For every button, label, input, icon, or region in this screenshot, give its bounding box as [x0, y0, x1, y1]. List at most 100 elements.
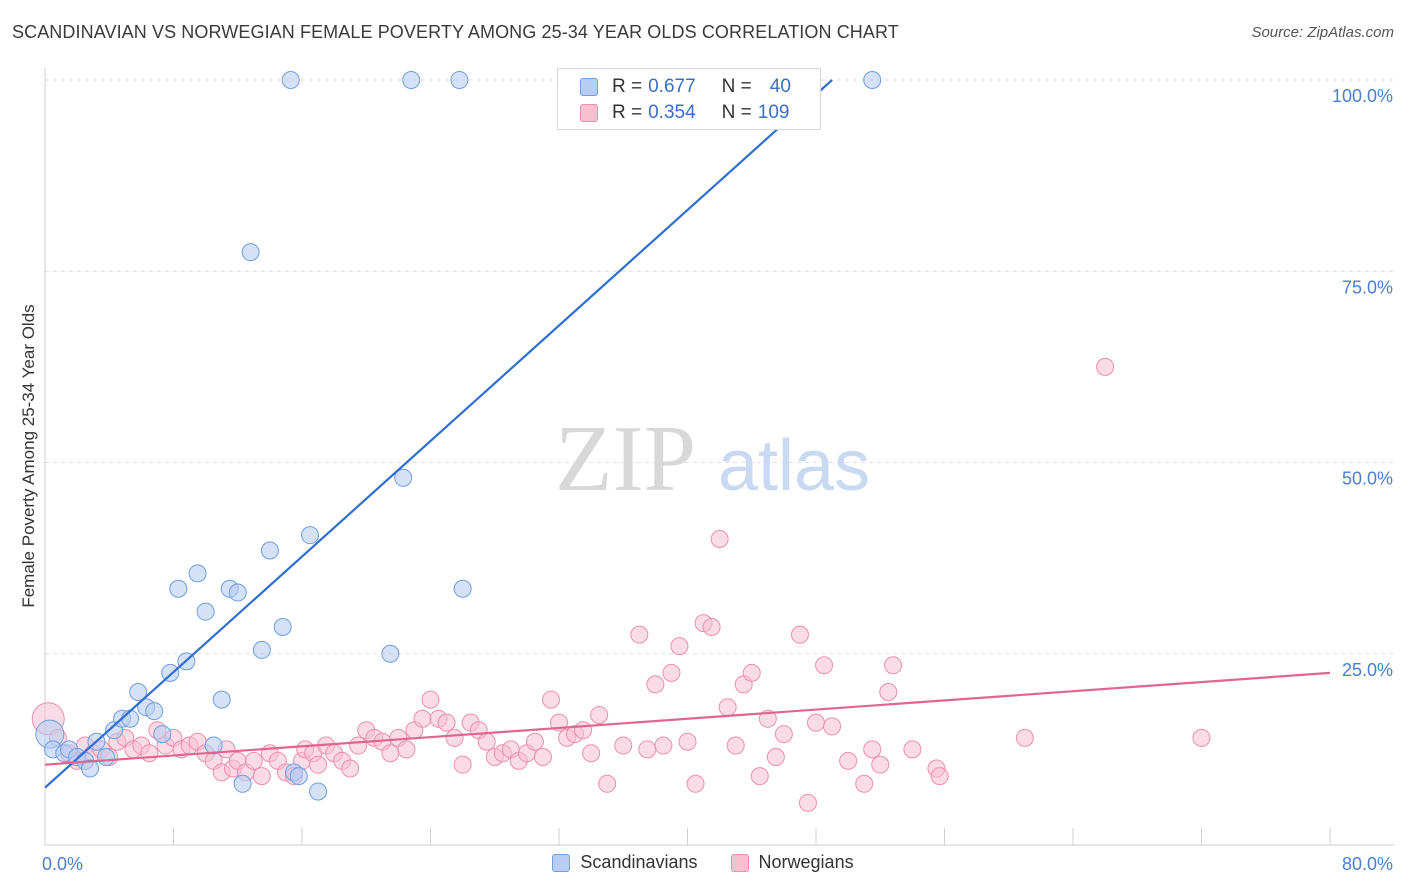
n-label: N = — [721, 102, 752, 123]
norwegians-point — [863, 740, 882, 759]
scandinavians-point — [196, 602, 215, 621]
scandinavians-point — [301, 526, 320, 545]
norwegians-point — [252, 767, 271, 786]
norwegians-point — [766, 748, 785, 767]
y-tick-label: 75.0% — [1342, 277, 1393, 297]
y-axis-label: Female Poverty Among 25-34 Year Olds — [19, 304, 38, 607]
legend-label-scandinavians: Scandinavians — [580, 852, 698, 872]
norwegians-point — [702, 617, 721, 636]
norwegians-point — [349, 736, 368, 755]
watermark-atlas: atlas — [718, 426, 870, 506]
chart-title: SCANDINAVIAN VS NORWEGIAN FEMALE POVERTY… — [12, 22, 899, 42]
norwegians-point — [774, 725, 793, 744]
norwegians-point — [742, 663, 761, 682]
scandinavians-point — [309, 782, 328, 801]
scandinavians-point — [402, 71, 421, 89]
correlation-stats-box: R = 0.677 N = 40 R = 0.354 N = 109 — [557, 68, 821, 130]
norwegians-point — [654, 736, 673, 755]
norwegians-point — [879, 683, 898, 701]
scandinavians-point — [241, 243, 260, 262]
scandinavians-point — [450, 71, 469, 89]
stats-row-scandinavians: R = 0.677 N = 40 — [580, 74, 791, 100]
scandinavians-point — [863, 71, 882, 89]
stats-swatch-blue — [580, 78, 598, 96]
norwegians-point — [341, 759, 360, 778]
norwegians-points — [31, 357, 1211, 812]
norwegians-point — [421, 690, 440, 709]
norwegians-point — [930, 767, 949, 786]
legend-item-scandinavians[interactable]: Scandinavians — [552, 852, 698, 873]
scandinavians-point — [188, 564, 207, 583]
y-tick-label: 50.0% — [1342, 469, 1393, 489]
norwegians-point — [839, 751, 858, 770]
x-tick-label: 80.0% — [1342, 854, 1393, 874]
norwegians-point — [582, 744, 601, 763]
r-value-scandinavians: 0.677 — [648, 76, 696, 97]
trend-lines — [44, 79, 1331, 789]
norwegians-point — [437, 713, 456, 732]
norwegians-point — [1015, 728, 1034, 747]
scandinavians-point — [289, 767, 308, 786]
norwegians-point — [590, 705, 609, 724]
norwegians-point — [413, 709, 432, 728]
norwegians-point — [1096, 357, 1115, 376]
scandinavians-point — [281, 71, 300, 89]
norwegians-point — [903, 740, 922, 759]
norwegians-point — [445, 728, 464, 747]
norwegians-point — [646, 675, 665, 694]
r-value-norwegians: 0.354 — [648, 102, 696, 123]
scandinavians-point — [204, 736, 223, 755]
norwegians-point — [598, 774, 617, 793]
norwegians-point — [726, 736, 745, 755]
scandinavians-point — [80, 759, 99, 778]
norwegians-point — [758, 709, 777, 728]
r-label: R = — [612, 76, 643, 97]
norwegians-point — [630, 625, 649, 644]
norwegians-point — [477, 732, 496, 751]
legend-item-norwegians[interactable]: Norwegians — [730, 852, 854, 873]
scandinavians-point — [129, 683, 148, 701]
norwegians-point — [397, 740, 416, 759]
norwegians-point — [750, 767, 769, 786]
norwegians-point — [798, 793, 817, 812]
norwegians-point — [815, 656, 834, 675]
norwegians-point — [790, 625, 809, 644]
norwegians-point — [309, 755, 328, 774]
gridlines — [45, 79, 1394, 655]
norwegians-point — [381, 744, 400, 763]
norwegians-point — [807, 713, 825, 732]
n-value-norwegians: 109 — [757, 102, 790, 123]
norwegians-point — [710, 530, 729, 548]
scandinavians-point — [161, 663, 180, 682]
x-tick-label: 0.0% — [42, 854, 83, 874]
n-value-scandinavians: 40 — [769, 76, 791, 97]
scandinavians-point — [453, 579, 472, 598]
legend: Scandinavians Norwegians — [0, 852, 1406, 877]
norwegians-trend-line — [44, 671, 1331, 766]
scandinavians-point — [260, 541, 279, 560]
scandinavians-points — [35, 71, 882, 801]
norwegians-point — [823, 717, 842, 736]
y-tick-label: 25.0% — [1342, 660, 1393, 680]
norwegians-point — [525, 732, 544, 751]
n-label: N = — [721, 76, 752, 97]
scandinavians-point — [169, 579, 188, 598]
stats-swatch-pink — [580, 104, 598, 122]
stats-row-norwegians: R = 0.354 N = 109 — [580, 100, 789, 126]
norwegians-point — [533, 748, 552, 767]
norwegians-point — [638, 740, 657, 759]
scandinavians-point — [153, 725, 172, 744]
scandinavians-trend-line — [44, 79, 833, 789]
scandinavians-point — [212, 690, 231, 709]
norwegians-point — [718, 698, 737, 717]
scandinavians-point — [233, 774, 252, 793]
norwegians-point — [453, 755, 472, 774]
scandinavians-point — [97, 748, 116, 767]
norwegians-point — [678, 732, 697, 751]
legend-swatch-blue — [552, 853, 571, 872]
scandinavians-point — [273, 617, 292, 636]
norwegians-point — [855, 774, 874, 793]
scandinavians-point — [228, 583, 247, 602]
norwegians-point — [871, 755, 890, 774]
